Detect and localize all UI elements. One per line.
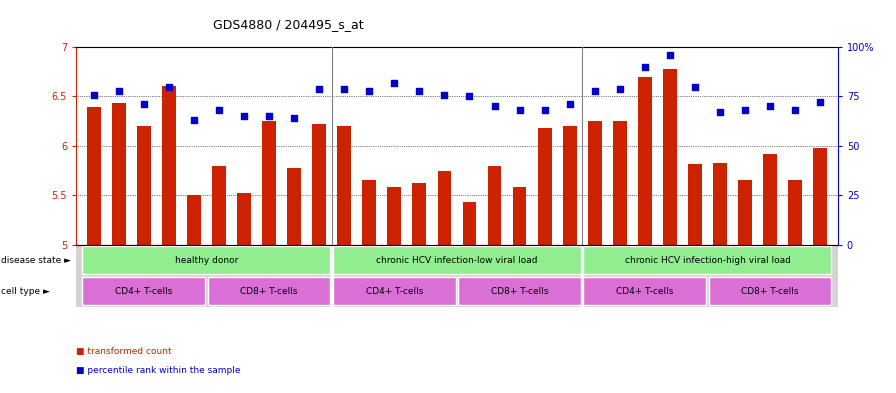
Point — [362, 87, 376, 94]
Point — [713, 109, 728, 116]
Bar — [212, 165, 226, 244]
Point — [738, 107, 753, 114]
Text: CD8+ T-cells: CD8+ T-cells — [741, 286, 799, 296]
Bar — [387, 187, 401, 244]
Bar — [87, 107, 100, 244]
Text: CD4+ T-cells: CD4+ T-cells — [366, 286, 423, 296]
Bar — [458, 277, 581, 305]
Bar — [538, 128, 552, 244]
Point — [211, 107, 226, 114]
Point — [788, 107, 802, 114]
Bar — [663, 69, 676, 244]
Text: ■ transformed count: ■ transformed count — [76, 347, 172, 356]
Point — [387, 79, 401, 86]
Bar — [82, 277, 205, 305]
Point — [87, 92, 101, 98]
Bar — [462, 202, 477, 244]
Point — [462, 94, 477, 100]
Bar — [137, 126, 151, 244]
Bar — [763, 154, 777, 244]
Text: chronic HCV infection-low viral load: chronic HCV infection-low viral load — [376, 255, 538, 264]
Text: CD4+ T-cells: CD4+ T-cells — [115, 286, 173, 296]
Bar — [112, 103, 125, 244]
Bar — [313, 124, 326, 244]
Bar — [333, 277, 456, 305]
Bar — [237, 193, 251, 244]
Point — [688, 83, 702, 90]
Bar — [82, 246, 331, 274]
Bar — [437, 171, 452, 244]
Bar — [709, 277, 831, 305]
Bar — [583, 246, 831, 274]
Text: CD4+ T-cells: CD4+ T-cells — [616, 286, 674, 296]
Point — [588, 87, 602, 94]
Point — [638, 64, 652, 70]
Text: CD8+ T-cells: CD8+ T-cells — [491, 286, 548, 296]
Point — [613, 85, 627, 92]
Bar — [638, 77, 651, 244]
Bar — [513, 187, 527, 244]
Point — [112, 87, 126, 94]
Bar — [362, 180, 376, 244]
Point — [487, 103, 502, 110]
Bar — [738, 180, 752, 244]
Bar — [563, 126, 577, 244]
Point — [538, 107, 552, 114]
Bar — [588, 121, 601, 244]
Point — [337, 85, 351, 92]
Bar — [412, 183, 426, 244]
Point — [412, 87, 426, 94]
Point — [287, 115, 301, 121]
Text: CD8+ T-cells: CD8+ T-cells — [240, 286, 297, 296]
Bar — [814, 148, 827, 244]
Bar — [337, 126, 351, 244]
Point — [161, 83, 176, 90]
Point — [262, 113, 276, 119]
Bar — [263, 121, 276, 244]
Point — [513, 107, 527, 114]
Point — [563, 101, 577, 108]
Bar — [583, 277, 706, 305]
Point — [663, 52, 677, 58]
Bar — [487, 165, 502, 244]
Point — [813, 99, 827, 106]
Point — [437, 92, 452, 98]
Bar — [613, 121, 626, 244]
Text: cell type ►: cell type ► — [1, 286, 50, 296]
Point — [763, 103, 778, 110]
Text: healthy donor: healthy donor — [175, 255, 238, 264]
Bar — [187, 195, 201, 244]
Point — [186, 117, 201, 123]
Text: GDS4880 / 204495_s_at: GDS4880 / 204495_s_at — [213, 18, 364, 31]
Bar — [688, 163, 702, 244]
Point — [136, 101, 151, 108]
Bar — [288, 167, 301, 244]
Text: chronic HCV infection-high viral load: chronic HCV infection-high viral load — [625, 255, 790, 264]
Text: ■ percentile rank within the sample: ■ percentile rank within the sample — [76, 366, 241, 375]
Text: disease state ►: disease state ► — [1, 255, 71, 264]
Point — [312, 85, 326, 92]
Bar — [713, 163, 727, 244]
Bar — [788, 180, 802, 244]
Bar — [162, 86, 176, 244]
Point — [237, 113, 251, 119]
Bar — [208, 277, 331, 305]
Bar — [333, 246, 581, 274]
